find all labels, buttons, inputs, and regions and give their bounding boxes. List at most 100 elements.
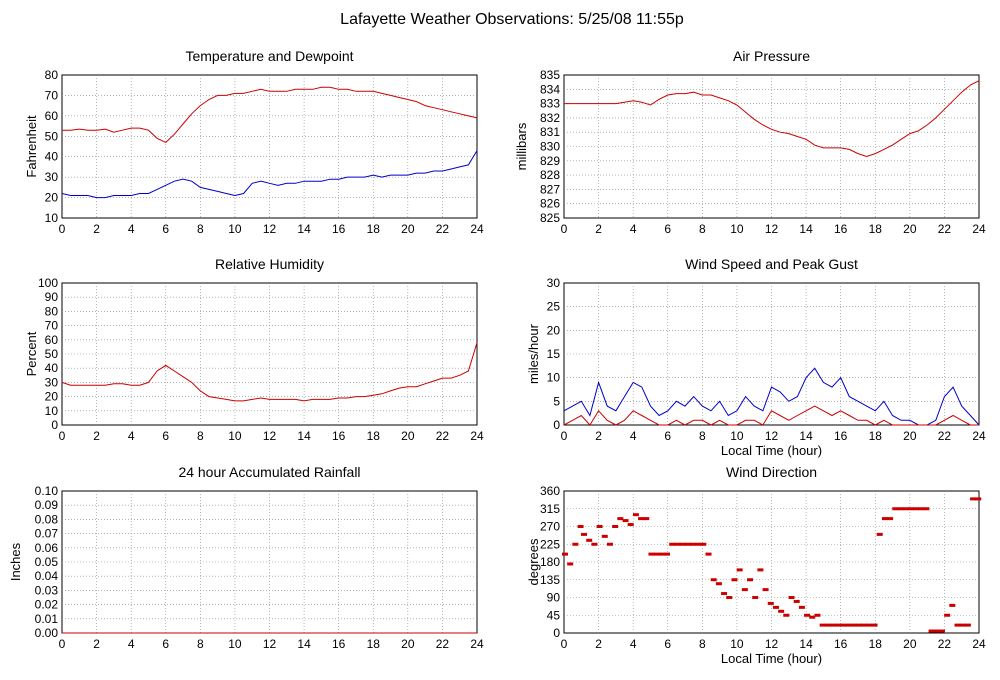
- direction-point: [970, 497, 977, 501]
- direction-point: [975, 497, 982, 501]
- x-tick-label: 20: [903, 637, 917, 651]
- x-tick-label: 16: [834, 429, 848, 443]
- direction-point: [736, 568, 743, 572]
- y-tick-label: 827: [540, 182, 560, 196]
- y-tick-label: 0.07: [35, 527, 59, 541]
- x-tick-label: 4: [128, 429, 135, 443]
- y-tick-label: 833: [540, 97, 560, 111]
- x-tick-label: 16: [332, 429, 346, 443]
- x-tick-label: 16: [332, 637, 346, 651]
- y-tick-label: 0.02: [35, 598, 59, 612]
- x-tick-label: 14: [799, 429, 813, 443]
- y-tick-label: 40: [45, 150, 59, 164]
- direction-point: [747, 578, 754, 582]
- x-tick-label: 10: [730, 429, 744, 443]
- chart-title: 24 hour Accumulated Rainfall: [178, 464, 360, 480]
- y-tick-label: 30: [547, 276, 561, 290]
- chart-title: Air Pressure: [733, 48, 810, 64]
- y-tick-label: 834: [540, 82, 560, 96]
- direction-point: [840, 623, 847, 627]
- y-tick-label: 40: [45, 361, 59, 375]
- direction-point: [606, 542, 613, 546]
- x-tick-label: 4: [630, 637, 637, 651]
- x-tick-label: 22: [938, 637, 952, 651]
- direction-point: [809, 615, 816, 619]
- direction-point: [627, 523, 634, 527]
- y-tick-label: 10: [45, 404, 59, 418]
- x-tick-label: 4: [630, 222, 637, 236]
- direction-point: [954, 623, 961, 627]
- direction-point: [601, 534, 608, 538]
- direction-point: [721, 592, 728, 596]
- x-tick-label: 12: [765, 637, 779, 651]
- y-tick-label: 10: [547, 371, 561, 385]
- y-axis-label: Percent: [24, 331, 39, 376]
- direction-point: [928, 629, 935, 633]
- y-tick-label: 828: [540, 168, 560, 182]
- direction-point: [959, 623, 966, 627]
- x-tick-label: 6: [162, 429, 169, 443]
- chart-title: Temperature and Dewpoint: [185, 48, 353, 64]
- y-axis-label: millibars: [514, 122, 529, 170]
- direction-point: [918, 507, 925, 511]
- x-tick-label: 2: [93, 637, 100, 651]
- x-tick-label: 20: [903, 429, 917, 443]
- x-tick-label: 10: [228, 429, 242, 443]
- series-line-1: [563, 405, 979, 426]
- x-tick-label: 6: [162, 637, 169, 651]
- x-tick-label: 24: [470, 637, 484, 651]
- direction-point: [679, 542, 686, 546]
- x-tick-label: 18: [367, 637, 381, 651]
- chart-title: Wind Speed and Peak Gust: [685, 256, 858, 272]
- x-tick-label: 22: [938, 429, 952, 443]
- y-tick-label: 20: [45, 191, 59, 205]
- direction-point: [581, 532, 588, 536]
- x-tick-label: 18: [367, 429, 381, 443]
- y-tick-label: 0: [553, 418, 560, 432]
- direction-point: [669, 542, 676, 546]
- page-title: Lafayette Weather Observations: 5/25/08 …: [340, 11, 684, 28]
- y-tick-label: 10: [45, 211, 59, 225]
- y-axis-label: miles/hour: [526, 323, 541, 384]
- series-line-0: [563, 367, 980, 426]
- y-tick-label: 0.10: [35, 484, 59, 498]
- y-tick-label: 100: [38, 276, 58, 290]
- y-tick-label: 80: [45, 304, 59, 318]
- y-axis-label: Inches: [8, 542, 23, 581]
- x-tick-label: 10: [228, 222, 242, 236]
- x-tick-label: 2: [595, 429, 602, 443]
- y-tick-label: 45: [547, 608, 561, 622]
- x-tick-label: 2: [93, 222, 100, 236]
- x-tick-label: 12: [263, 637, 277, 651]
- y-tick-label: 835: [540, 68, 560, 82]
- x-tick-label: 6: [664, 637, 671, 651]
- direction-point: [562, 552, 568, 556]
- direction-point: [830, 623, 837, 627]
- direction-point: [897, 507, 904, 511]
- y-tick-label: 0.00: [35, 626, 59, 640]
- series-line-1: [61, 150, 478, 199]
- direction-point: [674, 542, 681, 546]
- x-tick-label: 8: [197, 637, 204, 651]
- x-tick-label: 0: [561, 637, 568, 651]
- series-line-0: [62, 86, 478, 143]
- direction-point: [715, 582, 722, 586]
- direction-point: [577, 525, 584, 528]
- y-tick-label: 5: [553, 394, 560, 408]
- direction-point: [572, 542, 579, 546]
- chart-title: Relative Humidity: [215, 256, 324, 272]
- direction-point: [762, 588, 769, 592]
- direction-point: [788, 596, 795, 599]
- x-tick-label: 0: [561, 222, 568, 236]
- direction-point: [689, 542, 696, 546]
- x-tick-label: 20: [903, 222, 917, 236]
- direction-point: [632, 513, 639, 517]
- x-tick-label: 12: [765, 222, 779, 236]
- y-tick-label: 831: [540, 125, 560, 139]
- y-tick-label: 20: [547, 323, 561, 337]
- y-tick-label: 0.06: [35, 541, 59, 555]
- y-tick-label: 0.09: [35, 498, 59, 512]
- x-tick-label: 22: [436, 429, 450, 443]
- y-tick-label: 90: [547, 591, 561, 605]
